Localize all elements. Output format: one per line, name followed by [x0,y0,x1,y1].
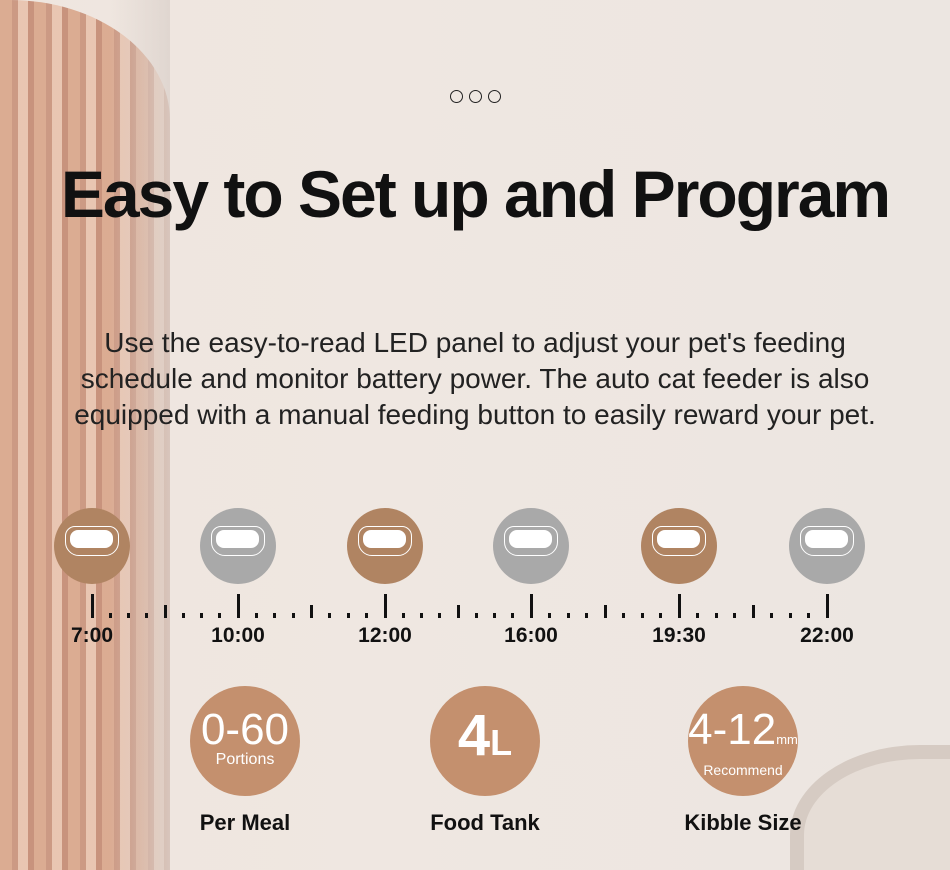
dot-tick [108,613,112,618]
dot-tick [585,613,588,618]
dot-tick [291,613,295,618]
dot-tick [200,613,203,618]
time-label: 22:00 [800,624,854,647]
stat-number: 4-12 [688,705,777,754]
time-label: 19:30 [652,624,706,647]
dot-tick [474,613,478,618]
pet-bed-decoration [790,745,950,870]
dot-tick [401,613,405,618]
minor-tick [751,605,755,618]
dot-icon [449,90,463,103]
dot-icon [487,90,501,103]
bowl-tray [211,526,265,556]
dot-tick [346,613,350,618]
dot-icon [468,90,482,103]
dot-tick [696,613,699,618]
dot-tick [640,613,644,618]
stat-label: Food Tank [430,810,540,835]
stat-number: 4 [457,703,491,768]
major-tick [529,594,533,618]
stat-badge: 4L [430,686,540,796]
dot-tick [659,613,662,618]
bowl-tray [652,526,706,556]
dot-tick [733,613,736,618]
dot-tick [511,613,515,618]
stat-number: 0-60 [200,705,290,754]
major-tick [383,594,387,618]
major-tick [90,594,94,618]
curtain-shadow [110,0,170,870]
dot-tick [807,613,810,618]
feeder-icon [347,508,423,584]
minor-tick [603,605,607,618]
stat-unit: mm [776,732,798,747]
stat-unit: L [490,722,513,763]
dot-tick [714,613,718,618]
dot-tick [438,613,442,618]
dot-tick [328,613,332,618]
time-label: 10:00 [211,624,265,647]
feeder-icon [54,508,130,584]
bowl-tray [504,526,558,556]
dot-tick [365,613,369,618]
stat-label: Kibble Size [684,810,802,835]
dot-tick [770,613,773,618]
bowl-tray [358,526,412,556]
dot-tick [218,613,222,618]
major-tick [677,594,681,618]
minor-tick [310,605,313,618]
stat-badge: 4-12mm Recommend [688,686,798,796]
time-label: 12:00 [358,624,412,647]
headline: Easy to Set up and Program [60,157,891,231]
dot-tick [254,613,258,618]
minor-tick [456,605,460,618]
time-label: 16:00 [504,624,558,647]
dot-tick [420,613,423,618]
dot-tick [273,613,277,618]
carousel-dots [0,90,950,108]
time-label: 7:00 [70,624,114,647]
dot-tick [548,613,551,618]
stat-caption: Portions [215,751,275,768]
stat-label: Per Meal [199,810,291,835]
stat-value: 4-12mm [688,708,798,762]
major-tick [825,594,829,618]
bowl-tray [65,526,119,556]
major-tick [236,594,240,618]
dot-tick [145,613,149,618]
stat-caption: Recommend [703,762,783,778]
dot-tick [127,613,130,618]
dot-tick [788,613,792,618]
feeder-icon [641,508,717,584]
stat-value: 4L [430,707,540,765]
stat-value: 0-60 [190,708,300,752]
bowl-tray [800,526,854,556]
dot-tick [181,613,185,618]
feeder-icon [200,508,276,584]
feeder-icon [493,508,569,584]
dot-tick [493,613,496,618]
description: Use the easy-to-read LED panel to adjust… [74,327,876,430]
dot-tick [622,613,625,618]
dot-tick [566,613,570,618]
feeder-icon [789,508,865,584]
minor-tick [163,605,167,618]
stat-badge: 0-60 Portions [190,686,300,796]
